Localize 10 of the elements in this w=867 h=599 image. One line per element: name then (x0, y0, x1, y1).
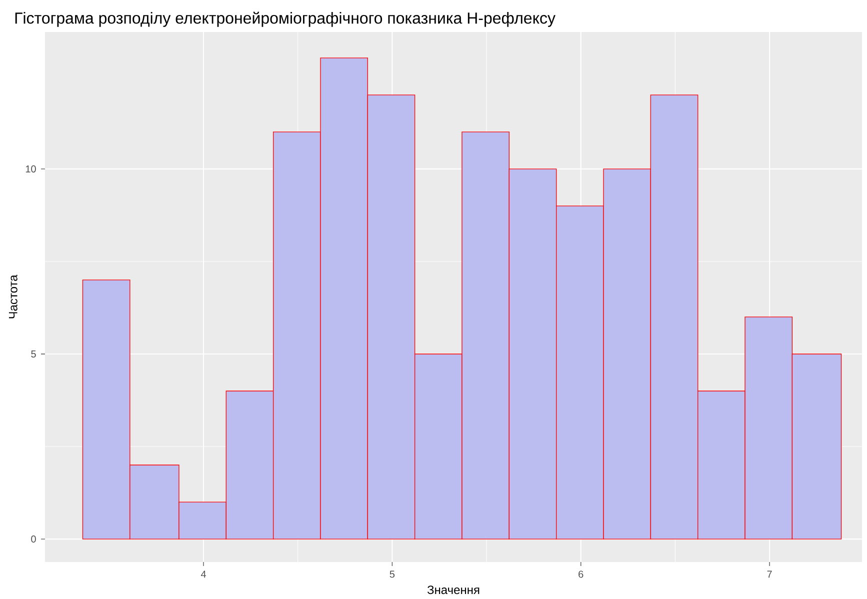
chart-title: Гістограма розподілу електронейроміографічного показника H-рефлексу (15, 12, 556, 28)
y-tick-label: 0 (31, 536, 36, 543)
y-tick-label: 5 (31, 350, 36, 358)
x-axis-title: Значення (427, 586, 480, 594)
x-tick-label: 5 (390, 570, 395, 578)
y-tick-label: 10 (26, 166, 36, 173)
y-axis-title: Частота (8, 274, 18, 319)
x-tick-label: 6 (578, 570, 584, 578)
x-tick-label: 7 (767, 570, 772, 578)
x-tick-label: 4 (200, 570, 206, 578)
